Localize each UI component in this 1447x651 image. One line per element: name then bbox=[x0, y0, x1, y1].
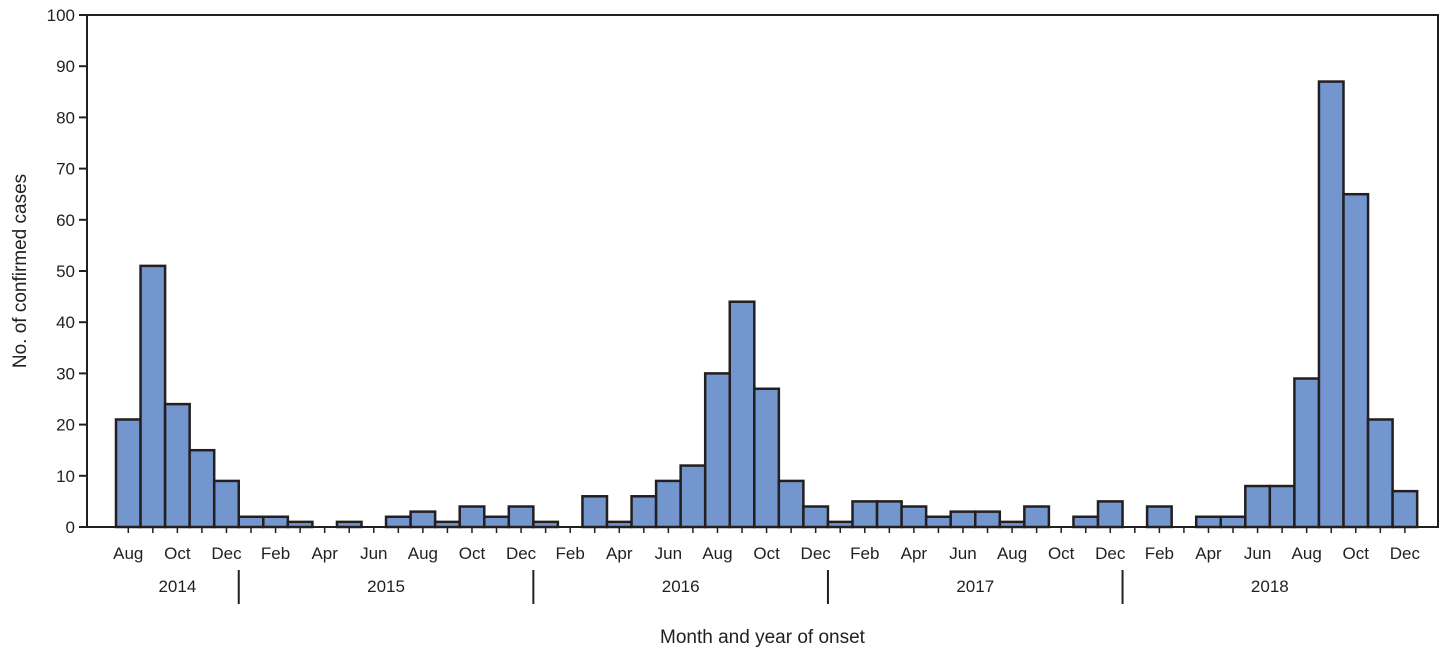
bar bbox=[1342, 192, 1370, 529]
y-tick-label: 0 bbox=[66, 518, 75, 537]
y-tick-label: 10 bbox=[56, 467, 75, 486]
bar bbox=[679, 464, 707, 529]
x-tick-label: Aug bbox=[113, 544, 143, 563]
bar bbox=[1194, 515, 1222, 529]
bar bbox=[212, 479, 240, 529]
year-label: 2016 bbox=[662, 577, 700, 596]
x-tick-label: Dec bbox=[801, 544, 832, 563]
x-tick-label: Feb bbox=[261, 544, 290, 563]
x-axis-title: Month and year of onset bbox=[660, 627, 866, 648]
bar bbox=[262, 515, 290, 529]
x-tick-label: Feb bbox=[1145, 544, 1174, 563]
y-tick-label: 100 bbox=[47, 6, 75, 25]
bar bbox=[728, 300, 756, 529]
bar bbox=[458, 505, 486, 529]
bar bbox=[507, 505, 535, 529]
x-axis: Aug Oct Dec Feb Apr Jun Aug Oct Dec Feb Apr Jun Aug O… bbox=[113, 527, 1420, 604]
x-tick-label: Feb bbox=[850, 544, 879, 563]
bar bbox=[1366, 418, 1394, 529]
x-tick-label: Oct bbox=[164, 544, 191, 563]
bar bbox=[1072, 515, 1100, 529]
bar bbox=[630, 495, 658, 529]
bar bbox=[1317, 80, 1345, 529]
x-tick-label: Aug bbox=[408, 544, 438, 563]
x-tick-label: Dec bbox=[1095, 544, 1126, 563]
bar bbox=[753, 387, 781, 529]
x-tick-label: Oct bbox=[1048, 544, 1075, 563]
bar bbox=[237, 515, 265, 529]
x-tick-label: Apr bbox=[901, 544, 928, 563]
year-label: 2015 bbox=[367, 577, 405, 596]
bar bbox=[139, 264, 167, 529]
x-tick-label: Dec bbox=[211, 544, 242, 563]
y-tick-label: 40 bbox=[56, 313, 75, 332]
bar bbox=[875, 500, 903, 529]
bar bbox=[1268, 484, 1296, 529]
y-tick-label: 30 bbox=[56, 364, 75, 383]
bar bbox=[1219, 515, 1247, 529]
x-tick-label: Oct bbox=[1343, 544, 1370, 563]
bar bbox=[384, 515, 412, 529]
y-tick-label: 60 bbox=[56, 211, 75, 230]
bar bbox=[900, 505, 928, 529]
y-axis-title: No. of confirmed cases bbox=[10, 174, 31, 368]
bar bbox=[974, 510, 1002, 529]
bar bbox=[114, 418, 142, 529]
x-tick-label: Aug bbox=[997, 544, 1027, 563]
y-tick-label: 20 bbox=[56, 416, 75, 435]
x-tick-label: Oct bbox=[753, 544, 780, 563]
bar bbox=[483, 515, 511, 529]
x-tick-label: Aug bbox=[1292, 544, 1322, 563]
bar bbox=[409, 510, 437, 529]
x-tick-label: Apr bbox=[311, 544, 338, 563]
year-label: 2018 bbox=[1251, 577, 1289, 596]
x-tick-label: Jun bbox=[655, 544, 682, 563]
bar bbox=[851, 500, 879, 529]
y-axis: 0 10 20 30 40 50 60 70 80 90 100 bbox=[47, 6, 87, 537]
plot-frame bbox=[86, 14, 1439, 528]
bar bbox=[188, 448, 216, 529]
bar bbox=[802, 505, 830, 529]
x-tick-label: Oct bbox=[459, 544, 486, 563]
bar bbox=[1293, 377, 1321, 529]
bar bbox=[1244, 484, 1272, 529]
y-tick-label: 90 bbox=[56, 57, 75, 76]
y-tick-label: 80 bbox=[56, 108, 75, 127]
bar-series bbox=[114, 80, 1419, 529]
bar bbox=[1023, 505, 1051, 529]
bar bbox=[163, 402, 191, 529]
year-label: 2017 bbox=[956, 577, 994, 596]
bar bbox=[1145, 505, 1173, 529]
bar bbox=[703, 372, 732, 529]
x-tick-label: Feb bbox=[556, 544, 585, 563]
bar bbox=[1096, 500, 1124, 529]
y-tick-label: 50 bbox=[56, 262, 75, 281]
bar bbox=[581, 495, 609, 529]
bar bbox=[1391, 489, 1419, 529]
bar bbox=[924, 515, 952, 529]
bar bbox=[949, 510, 977, 529]
x-tick-label: Dec bbox=[1390, 544, 1421, 563]
x-tick-label: Jun bbox=[1244, 544, 1271, 563]
y-tick-label: 70 bbox=[56, 160, 75, 179]
x-tick-label: Apr bbox=[606, 544, 633, 563]
x-tick-label: Aug bbox=[702, 544, 732, 563]
bar bbox=[777, 479, 805, 529]
bar bbox=[654, 479, 682, 529]
x-tick-label: Dec bbox=[506, 544, 537, 563]
year-label: 2014 bbox=[158, 577, 196, 596]
x-tick-label: Apr bbox=[1195, 544, 1222, 563]
x-tick-label: Jun bbox=[949, 544, 976, 563]
x-tick-label: Jun bbox=[360, 544, 387, 563]
